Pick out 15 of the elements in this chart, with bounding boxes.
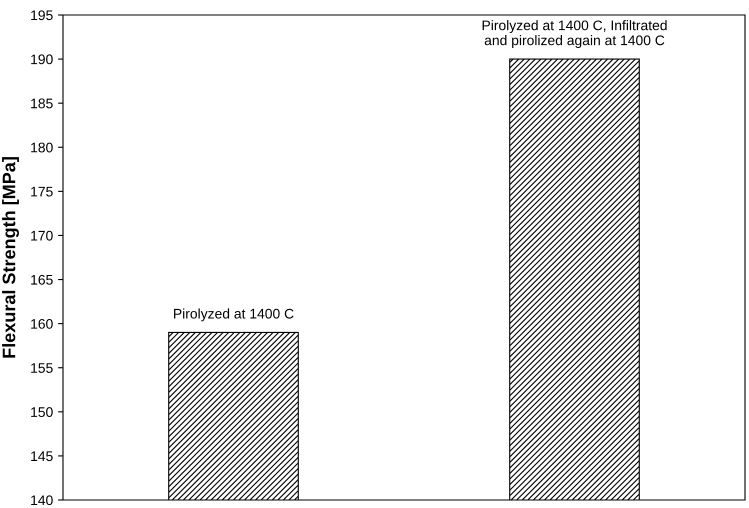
- y-tick-label: 190: [31, 54, 53, 64]
- annotation: Pirolyzed at 1400 C: [174, 308, 294, 322]
- y-tick-label: 160: [31, 318, 53, 329]
- y-tick-label: 140: [31, 495, 53, 506]
- annotation: Pirolyzed at 1400 C, Infiltrated and pirolized again at 1400 C: [482, 20, 667, 48]
- y-tick-label: 170: [31, 230, 53, 241]
- y-tick-label: 155: [31, 363, 53, 373]
- y-tick-label: 180: [31, 142, 53, 152]
- y-tick-label: 145: [31, 451, 53, 462]
- y-axis-title: Flexural Strength [MPa]: [2, 157, 19, 358]
- y-tick-label: 175: [31, 186, 53, 197]
- y-tick-label: 165: [31, 274, 53, 285]
- y-tick-label: 185: [31, 98, 53, 108]
- y-tick-label: 195: [31, 10, 53, 20]
- y-tick-label: 150: [31, 407, 53, 417]
